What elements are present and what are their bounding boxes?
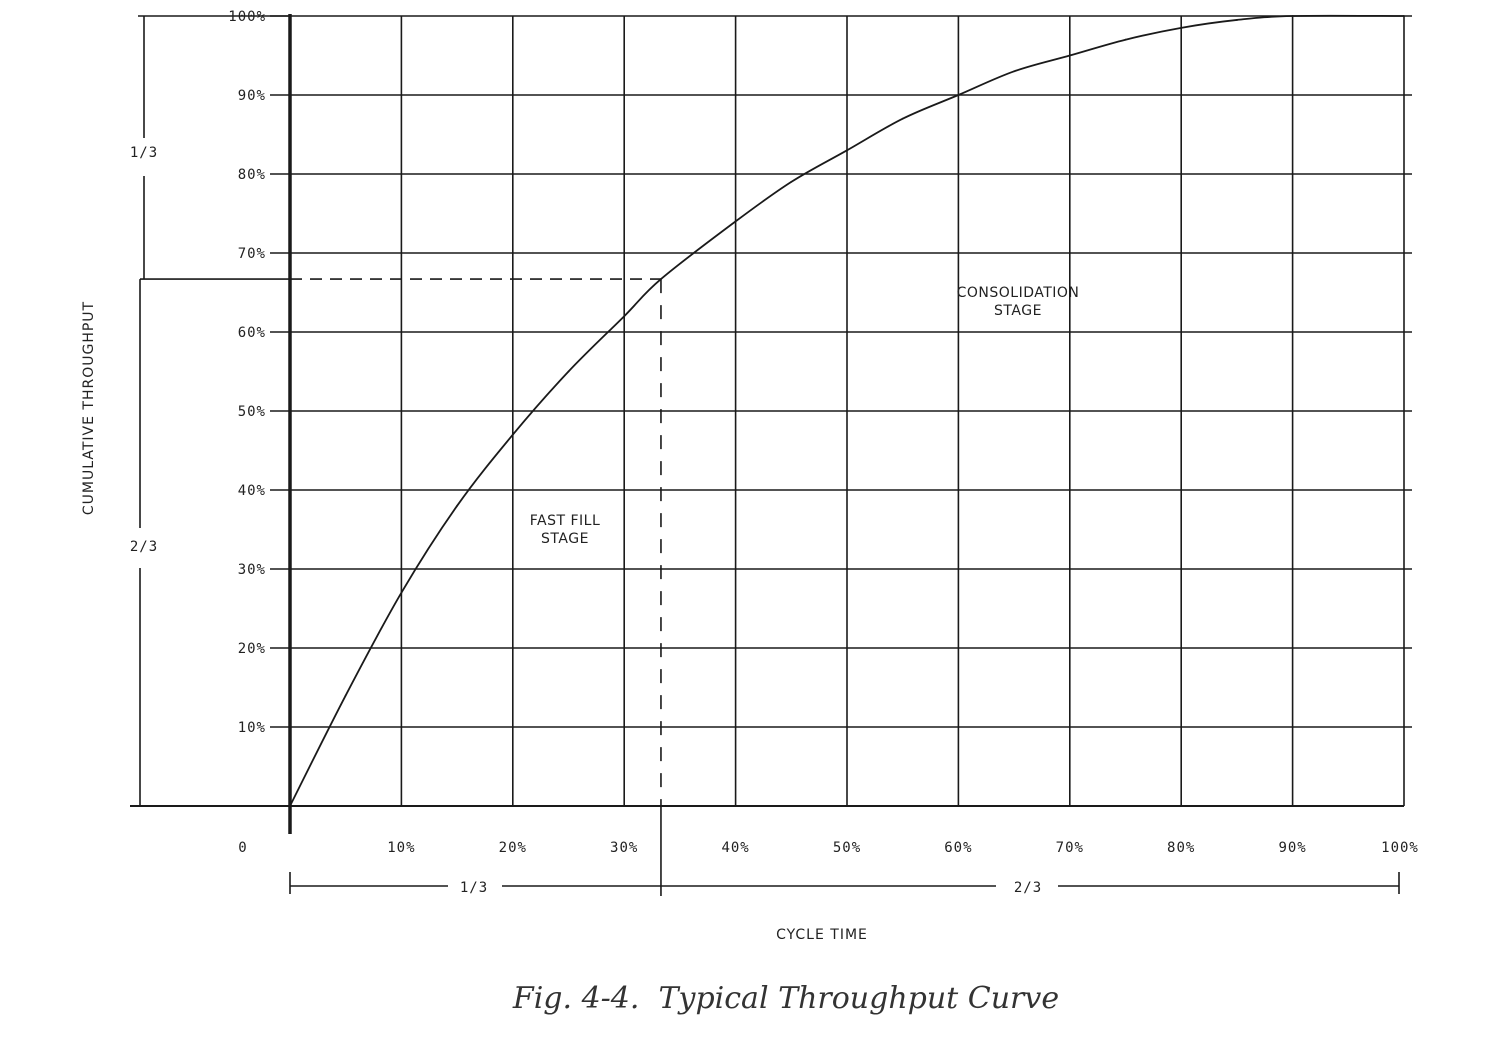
data-point [790,181,793,183]
x-tick-label: 90% [1278,840,1306,856]
data-point [511,433,514,436]
fast-fill-label-line1: FAST FILL [530,513,601,529]
y-tick-label: 70% [238,246,266,262]
data-point [846,149,848,152]
y-tick-label: 40% [238,483,266,499]
data-point [1236,19,1238,21]
y-tick-label: 90% [238,88,266,104]
axes [130,14,1404,896]
data-point [1403,15,1405,17]
y-tick-label: 50% [238,404,266,420]
data-point [567,370,570,373]
x-tick-label: 0 [238,840,247,856]
x-tick-label: 80% [1167,840,1195,856]
y-tick-label: 30% [238,562,266,578]
tick-labels: 10% 20% 30% 40% 50% 60% 70% 80% 90% 100% 0 10% 20% 30… [228,9,1419,856]
x-tick-label: 100% [1381,840,1419,856]
data-point [901,117,904,120]
data-point [1013,70,1015,73]
x-tick-label: 50% [833,840,861,856]
x-tick-label: 60% [944,840,972,856]
fast-fill-label-line2: STAGE [541,531,589,547]
data-point [623,315,626,318]
x-tick-label: 10% [387,840,415,856]
x-bracket-second-two-thirds: 2/3 [1014,880,1042,896]
consolidation-label-line1: CONSOLIDATION [957,285,1080,301]
x-tick-label: 30% [610,840,638,856]
x-tick-label: 40% [721,840,749,856]
grid [290,15,1412,806]
y-tick-label: 80% [238,167,266,183]
y-bracket-upper-third: 1/3 [130,145,158,161]
y-tick-label: 60% [238,325,266,341]
consolidation-label-line2: STAGE [994,303,1042,319]
data-point [1124,38,1127,41]
x-tick-label: 70% [1056,840,1084,856]
data-point [1180,26,1183,29]
data-point [660,278,662,280]
data-point [344,694,347,697]
y-tick-label: 100% [228,9,266,25]
data-point [1068,54,1071,57]
figure-caption: Fig. 4-4. Typical Throughput Curve [512,981,1059,1016]
data-point [400,591,403,594]
x-axis-label: CYCLE TIME [776,927,868,943]
data-point [1291,15,1294,17]
x-tick-label: 20% [499,840,527,856]
guides [290,278,662,806]
y-axis-label: CUMULATIVE THROUGHPUT [81,301,97,515]
curve-layer [289,14,1405,807]
y-tick-label: 20% [238,641,266,657]
y-tick-label: 10% [238,720,266,736]
data-point [456,504,458,507]
data-point [289,805,291,807]
throughput-curve [289,14,1405,807]
y-bracket-lower-two-thirds: 2/3 [130,539,158,555]
x-bracket-first-third: 1/3 [460,880,488,896]
data-point [957,94,960,96]
data-point [734,220,737,223]
